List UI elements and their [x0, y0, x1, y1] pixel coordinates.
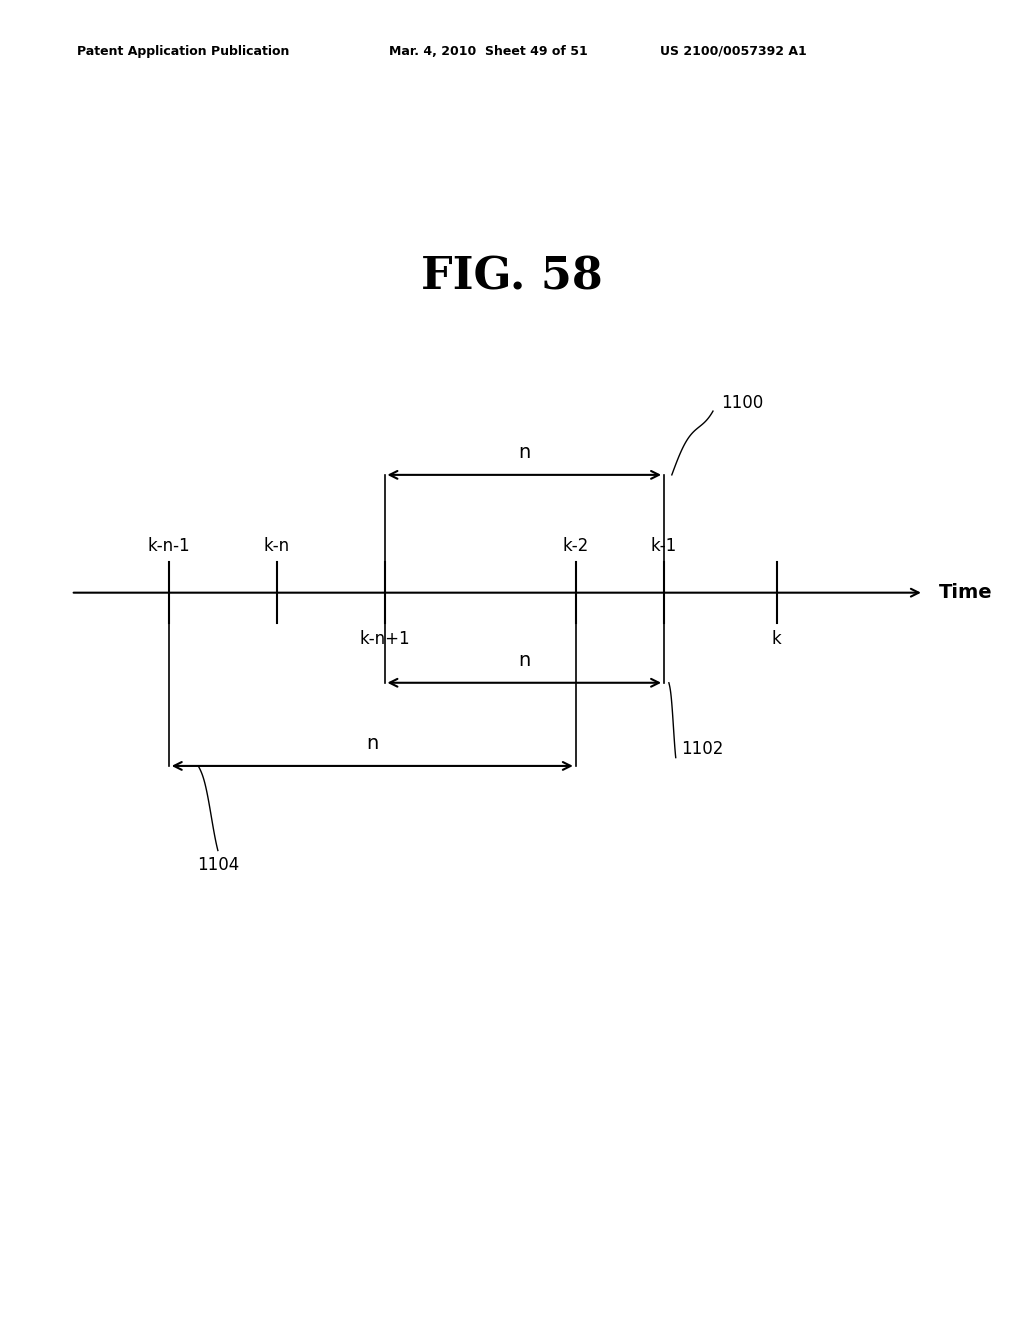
Text: 1100: 1100 [721, 393, 763, 412]
Text: FIG. 58: FIG. 58 [421, 256, 603, 298]
Text: Mar. 4, 2010  Sheet 49 of 51: Mar. 4, 2010 Sheet 49 of 51 [389, 45, 588, 58]
Text: 1104: 1104 [197, 857, 239, 874]
Text: n: n [518, 651, 530, 671]
Text: k: k [772, 630, 781, 648]
Text: 1102: 1102 [681, 741, 723, 758]
Text: US 2100/0057392 A1: US 2100/0057392 A1 [660, 45, 807, 58]
Text: k-2: k-2 [562, 537, 589, 556]
Text: n: n [518, 444, 530, 462]
Text: k-1: k-1 [651, 537, 677, 556]
Text: Patent Application Publication: Patent Application Publication [77, 45, 289, 58]
Text: k-n: k-n [263, 537, 290, 556]
Text: Time: Time [938, 583, 992, 602]
Text: n: n [367, 734, 379, 754]
Text: k-n+1: k-n+1 [359, 630, 410, 648]
Text: k-n-1: k-n-1 [147, 537, 190, 556]
